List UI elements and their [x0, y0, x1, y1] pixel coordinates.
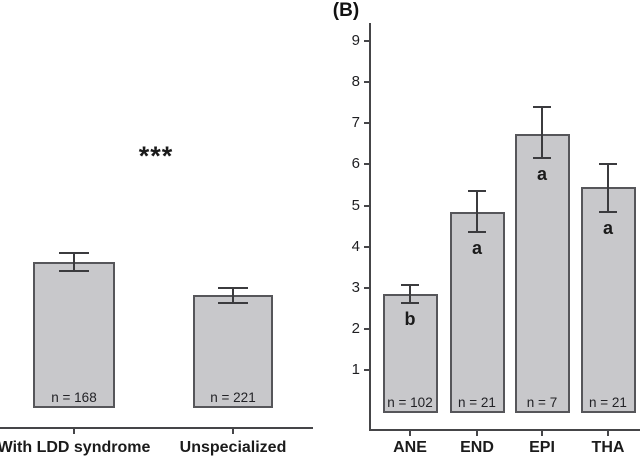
- y-tick-6: [364, 163, 369, 166]
- panel-b-label: (B): [332, 0, 360, 21]
- y-tick-label-9: 9: [351, 32, 360, 50]
- x-label-ane: ANE: [393, 439, 427, 456]
- error-bar-unspecialized: [232, 287, 234, 303]
- sig-letter-tha: a: [602, 217, 613, 238]
- y-tick-label-7: 7: [351, 114, 360, 132]
- error-bar-with-ldd-syndrome: [73, 252, 75, 271]
- y-tick-3: [364, 286, 369, 289]
- error-bar-tha: [607, 164, 609, 212]
- error-cap-top-tha: [599, 163, 617, 166]
- y-tick-label-5: 5: [351, 196, 360, 214]
- sig-letter-epi: a: [536, 164, 547, 185]
- error-cap-bottom-ane: [401, 302, 419, 305]
- x-axis-b: [369, 429, 640, 431]
- significance-stars: ***: [138, 141, 174, 171]
- bar-ane: [382, 293, 438, 413]
- error-cap-top-with-ldd-syndrome: [59, 251, 89, 254]
- count-label-unspecialized: n = 221: [210, 390, 256, 405]
- x-label-epi: EPI: [529, 439, 555, 456]
- sig-letter-ane: b: [404, 309, 416, 330]
- error-bar-ane: [409, 285, 411, 304]
- error-cap-top-ane: [401, 284, 419, 287]
- error-cap-top-epi: [533, 105, 551, 108]
- error-bar-epi: [541, 106, 543, 159]
- x-tick-end: [476, 431, 478, 436]
- x-axis-a: [0, 427, 313, 429]
- bar-tha: [580, 187, 636, 413]
- x-label-with-ldd-syndrome: With LDD syndrome: [0, 439, 151, 456]
- y-tick-7: [364, 122, 369, 125]
- x-tick-epi: [541, 431, 543, 436]
- x-tick-tha: [607, 431, 609, 436]
- x-label-end: END: [460, 439, 494, 456]
- x-label-unspecialized: Unspecialized: [179, 439, 287, 456]
- y-tick-label-6: 6: [351, 155, 360, 173]
- sig-letter-end: a: [471, 238, 482, 259]
- y-tick-9: [364, 40, 369, 43]
- y-tick-label-8: 8: [351, 73, 360, 91]
- x-tick-with-ldd-syndrome: [73, 429, 75, 434]
- y-tick-label-2: 2: [351, 319, 360, 337]
- error-cap-top-unspecialized: [218, 286, 248, 289]
- count-label-ane: n = 102: [387, 395, 433, 410]
- y-tick-2: [364, 327, 369, 330]
- error-bar-end: [476, 191, 478, 233]
- y-tick-label-4: 4: [351, 237, 360, 255]
- bar-epi: [514, 133, 570, 413]
- error-cap-top-end: [468, 190, 486, 193]
- count-label-with-ldd-syndrome: n = 168: [51, 390, 97, 405]
- error-cap-bottom-with-ldd-syndrome: [59, 269, 89, 272]
- error-cap-bottom-unspecialized: [218, 301, 248, 304]
- error-cap-bottom-tha: [599, 210, 617, 213]
- error-cap-bottom-epi: [533, 157, 551, 160]
- x-label-tha: THA: [591, 439, 625, 456]
- x-tick-ane: [409, 431, 411, 436]
- count-label-end: n = 21: [458, 395, 496, 410]
- y-tick-1: [364, 368, 369, 371]
- y-tick-label-3: 3: [351, 278, 360, 296]
- count-label-epi: n = 7: [526, 395, 558, 410]
- y-tick-8: [364, 81, 369, 84]
- y-tick-label-1: 1: [351, 360, 360, 378]
- y-tick-4: [364, 245, 369, 248]
- y-axis-b: [369, 23, 371, 431]
- x-tick-unspecialized: [232, 429, 234, 434]
- y-tick-5: [364, 204, 369, 207]
- bar-with-ldd-syndrome: [33, 262, 115, 408]
- error-cap-bottom-end: [468, 231, 486, 234]
- count-label-tha: n = 21: [589, 395, 627, 410]
